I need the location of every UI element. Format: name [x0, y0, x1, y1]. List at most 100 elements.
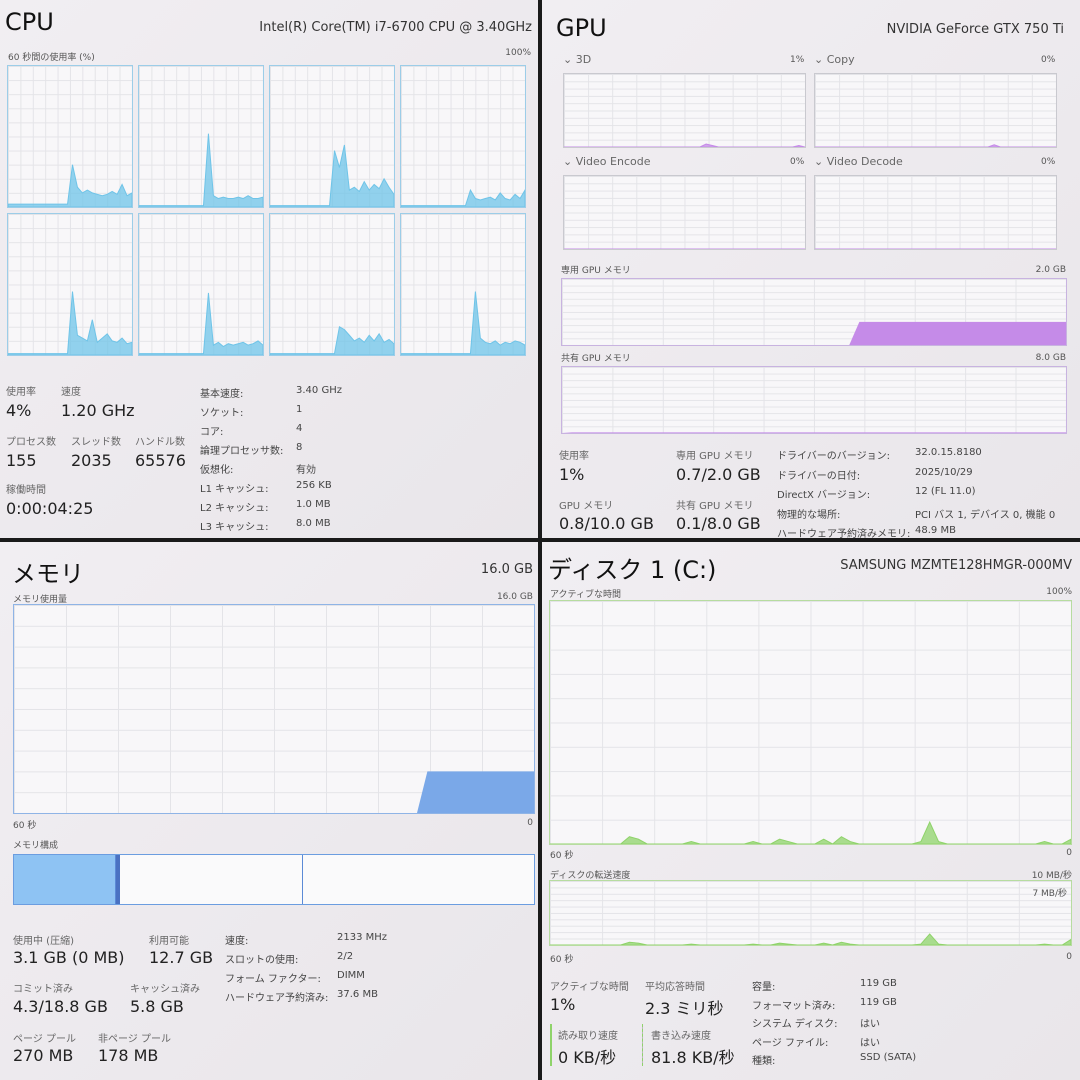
write-value: 81.8 KB/秒 [651, 1048, 735, 1067]
active-time-area [550, 822, 1071, 844]
detail-label: 容量: [752, 982, 776, 993]
cpu-usage-area [270, 327, 394, 355]
detail-label: 種類: [752, 1056, 776, 1067]
cpu-usage-area [139, 134, 263, 207]
detail-label: スロットの使用: [225, 955, 299, 966]
inuse-value: 3.1 GB (0 MB) [13, 948, 125, 967]
inuse-label: 使用中 (圧縮) [13, 936, 74, 947]
read-indicator [550, 1024, 552, 1066]
detail-value: 1 [296, 404, 303, 415]
detail-value: 37.6 MB [337, 989, 378, 1000]
engine-selector[interactable]: ⌄ Video Decode [814, 155, 903, 168]
dedicated-mem-graph [561, 278, 1067, 346]
engine-selector[interactable]: ⌄ Copy [814, 53, 855, 66]
engine-value: 0% [1041, 157, 1056, 167]
detail-label: 速度: [225, 936, 249, 947]
detail-label: フォーマット済み: [752, 1000, 836, 1012]
transfer-min: 0 [1066, 952, 1072, 962]
engine-graph [563, 175, 806, 250]
transfer-graph: 7 MB/秒 [549, 880, 1072, 946]
shared-mem-max: 8.0 GB [1035, 353, 1066, 363]
uptime-value: 0:00:04:25 [6, 499, 94, 518]
detail-label: ドライバーの日付: [777, 470, 861, 482]
gpu-shared-label: 共有 GPU メモリ [676, 501, 754, 512]
memory-composition-bar [13, 854, 535, 905]
cpu-core-graph [269, 65, 395, 208]
read-label: 読み取り速度 [558, 1031, 618, 1042]
detail-value: 256 KB [296, 480, 332, 491]
disk-active-value: 1% [550, 995, 576, 1014]
engine-graph [563, 73, 806, 148]
avail-label: 利用可能 [149, 936, 189, 947]
detail-value: 3.40 GHz [296, 385, 342, 396]
in-use-segment [14, 855, 116, 904]
nonpaged-value: 178 MB [98, 1046, 159, 1065]
gpu-ded-value: 0.7/2.0 GB [676, 465, 761, 484]
write-label: 書き込み速度 [651, 1031, 711, 1042]
detail-value: DIMM [337, 970, 365, 981]
gpu-util-value: 1% [559, 465, 585, 484]
detail-label: ページ ファイル: [752, 1037, 829, 1049]
memory-graph-label: メモリ使用量 [13, 595, 68, 605]
detail-label: システム ディスク: [752, 1019, 838, 1030]
proc-value: 155 [6, 451, 37, 470]
detail-value: 32.0.15.8180 [915, 447, 982, 458]
cached-value: 5.8 GB [130, 997, 184, 1016]
util-value: 4% [6, 401, 32, 420]
cpu-core-graph [7, 213, 133, 356]
proc-label: プロセス数 [6, 437, 56, 448]
detail-value: 2133 MHz [337, 932, 388, 943]
engine-name[interactable]: Video Encode [575, 155, 651, 168]
dedicated-mem-label: 専用 GPU メモリ [561, 266, 631, 276]
handle-value: 65576 [135, 451, 186, 470]
detail-label: ハードウェア予約済み: [225, 993, 329, 1004]
cpu-panel: CPU Intel(R) Core(TM) i7-6700 CPU @ 3.40… [0, 0, 538, 538]
gpu-panel: GPU NVIDIA GeForce GTX 750 Ti ⌄ 3D 1% ⌄ Co… [542, 0, 1080, 538]
cpu-usage-area [8, 165, 132, 207]
disk-title: ディスク 1 (C:) [548, 556, 717, 584]
detail-value: 1.0 MB [296, 499, 331, 510]
engine-name[interactable]: Video Decode [826, 155, 903, 168]
engine-graph [814, 175, 1057, 250]
detail-value: SSD (SATA) [860, 1052, 917, 1063]
memory-title: メモリ [12, 560, 84, 588]
cpu-core-graph [138, 213, 264, 356]
thread-value: 2035 [71, 451, 112, 470]
dedicated-mem-max: 2.0 GB [1035, 265, 1066, 275]
engine-name[interactable]: Copy [826, 53, 855, 66]
engine-name[interactable]: 3D [575, 53, 592, 66]
cpu-graph-max: 100% [505, 48, 531, 58]
cpu-usage-area [401, 190, 525, 207]
engine-selector[interactable]: ⌄ Video Encode [563, 155, 651, 168]
cpu-core-graph [400, 65, 526, 208]
detail-value: 119 GB [860, 978, 897, 989]
disk-panel: ディスク 1 (C:) SAMSUNG MZMTE128HMGR-000MV ア… [542, 542, 1080, 1080]
disk-model: SAMSUNG MZMTE128HMGR-000MV [840, 558, 1072, 573]
resp-value: 2.3 ミリ秒 [645, 999, 724, 1018]
transfer-label: ディスクの転送速度 [550, 871, 631, 881]
memory-min: 0 [527, 818, 533, 828]
cpu-usage-area [401, 292, 525, 355]
cpu-graph-label: 60 秒間の使用率 (%) [8, 53, 95, 63]
cpu-core-graph [7, 65, 133, 208]
memory-usage-graph [13, 604, 535, 814]
commit-label: コミット済み [13, 984, 73, 995]
cpu-core-graph [269, 213, 395, 356]
engine-selector[interactable]: ⌄ 3D [563, 53, 592, 66]
shared-mem-graph [561, 366, 1067, 434]
cpu-usage-area [139, 293, 263, 355]
gpu-shared-value: 0.1/8.0 GB [676, 514, 761, 533]
detail-value: 有効 [296, 465, 316, 476]
dedicated-mem-area [849, 321, 1066, 345]
nonpaged-label: 非ページ プール [98, 1034, 171, 1045]
modified-segment [116, 855, 120, 904]
detail-label: 物理的な場所: [777, 509, 841, 521]
engine-usage-area [564, 144, 805, 147]
detail-label: 仮想化: [200, 465, 234, 476]
speed-label: 速度 [61, 387, 81, 398]
detail-label: 基本速度: [200, 389, 244, 400]
active-time-min: 0 [1066, 848, 1072, 858]
engine-value: 0% [1041, 55, 1056, 65]
detail-value: 8.0 MB [296, 518, 331, 529]
memory-usage-area [417, 771, 534, 813]
